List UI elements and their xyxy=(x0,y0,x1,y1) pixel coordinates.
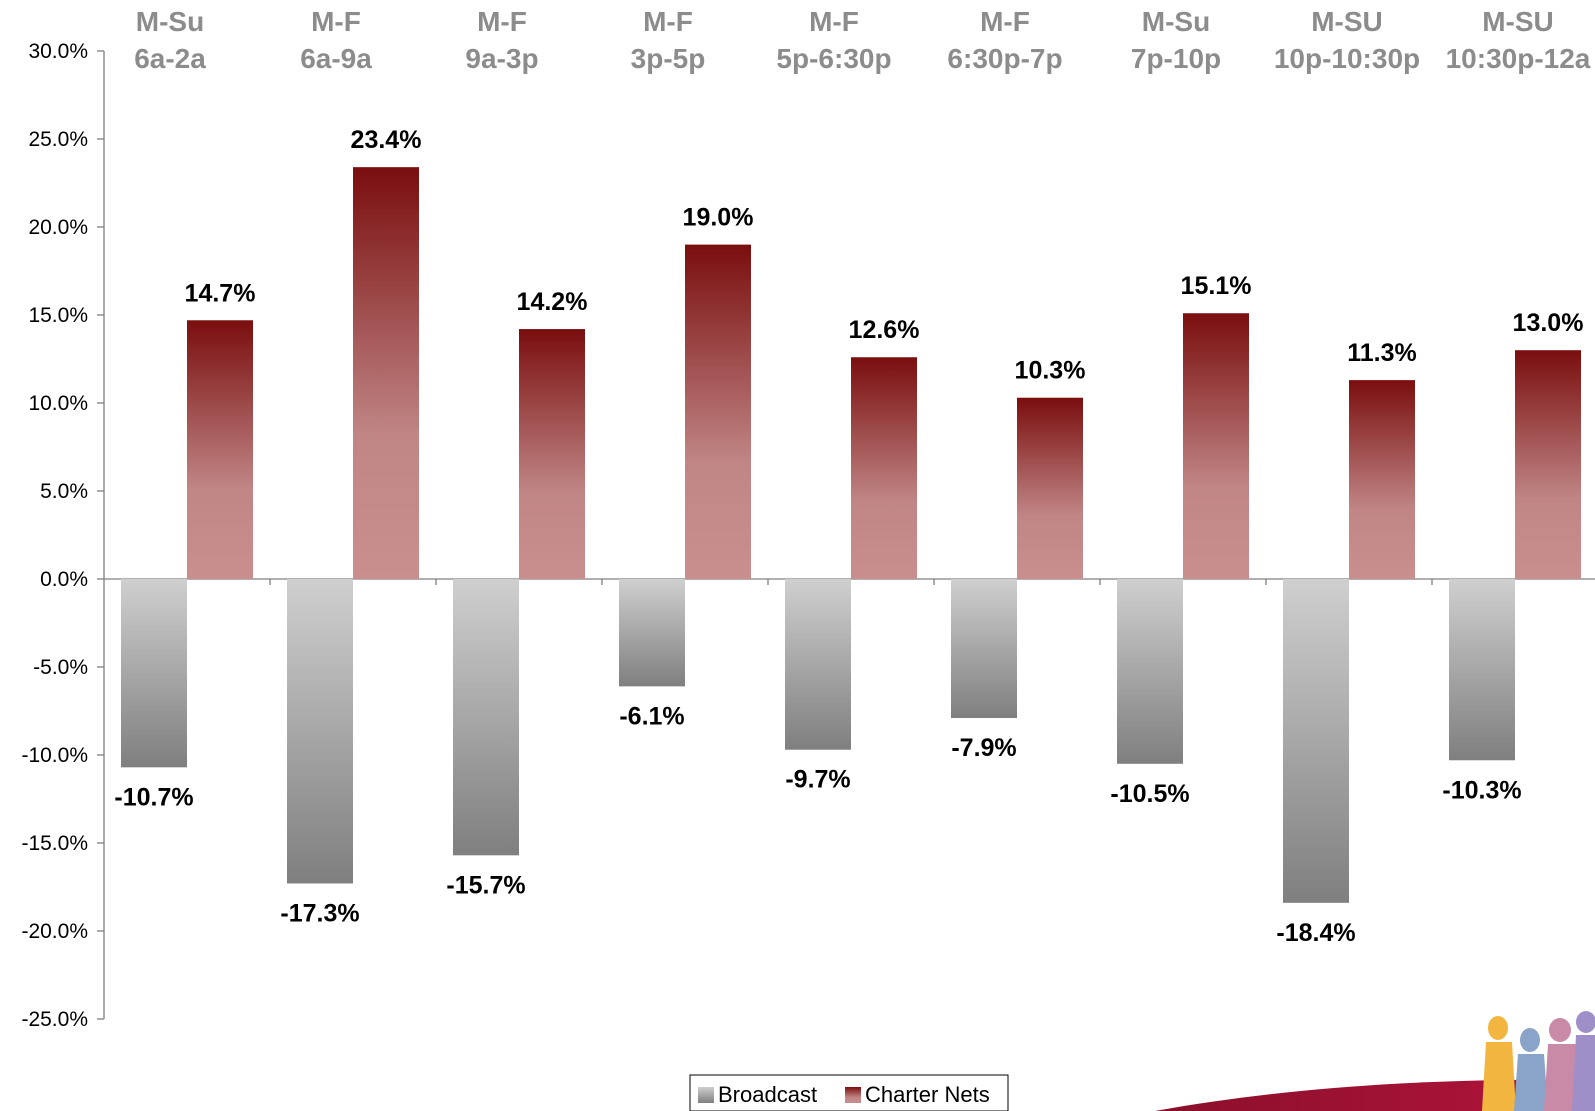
data-label-broadcast: -18.4% xyxy=(1276,919,1355,947)
y-tick-label: -25.0% xyxy=(21,1008,88,1031)
data-label-broadcast: -15.7% xyxy=(446,871,525,899)
bar-broadcast xyxy=(1117,579,1183,764)
category-label-line2: 6a-9a xyxy=(300,43,372,74)
category-label-line2: 10p-10:30p xyxy=(1274,43,1420,74)
data-label-charter-nets: 23.4% xyxy=(351,126,422,154)
bar-broadcast xyxy=(951,579,1017,719)
category-label-line1: M-F xyxy=(809,6,859,37)
category-label-line2: 6:30p-7p xyxy=(947,43,1062,74)
y-tick-label: 30.0% xyxy=(28,40,88,63)
data-label-broadcast: -10.7% xyxy=(114,783,193,811)
bars-layer xyxy=(121,167,1581,903)
bar-charter-nets xyxy=(685,244,751,579)
y-tick-label: 15.0% xyxy=(28,304,88,327)
bar-broadcast xyxy=(1283,579,1349,903)
category-label-line1: M-F xyxy=(643,6,693,37)
y-tick-label: 5.0% xyxy=(40,480,88,503)
y-tick-label: 0.0% xyxy=(40,568,88,591)
bar-broadcast xyxy=(785,579,851,750)
data-label-charter-nets: 13.0% xyxy=(1513,309,1584,337)
y-tick-label: 25.0% xyxy=(28,128,88,151)
legend-swatch-broadcast xyxy=(698,1087,714,1103)
y-tick-label: -5.0% xyxy=(33,656,88,679)
labels-layer: -10.7% 14.7% -17.3% 23.4% -15.7% 14.2% -6.1% 19… xyxy=(114,126,1583,947)
data-label-charter-nets: 11.3% xyxy=(1347,339,1417,367)
bar-charter-nets xyxy=(1515,350,1581,579)
bar-broadcast xyxy=(121,579,187,768)
category-label-line1: M-Su xyxy=(1142,6,1210,37)
data-label-broadcast: -10.3% xyxy=(1442,776,1521,804)
data-label-charter-nets: 19.0% xyxy=(683,204,754,232)
category-label-line1: M-Su xyxy=(136,6,204,37)
data-label-charter-nets: 10.3% xyxy=(1015,357,1086,385)
bar-broadcast xyxy=(1449,579,1515,761)
category-label-line1: M-SU xyxy=(1311,6,1383,37)
data-label-broadcast: -9.7% xyxy=(785,766,850,794)
legend-label-charter-nets: Charter Nets xyxy=(865,1082,990,1107)
y-tick-label: 20.0% xyxy=(28,216,88,239)
data-label-broadcast: -7.9% xyxy=(951,734,1016,762)
bar-charter-nets xyxy=(851,357,917,579)
y-tick-label: 10.0% xyxy=(28,392,88,415)
data-label-charter-nets: 12.6% xyxy=(849,316,920,344)
y-tick-label: -10.0% xyxy=(21,744,88,767)
category-label-line2: 3p-5p xyxy=(631,43,706,74)
legend-label-broadcast: Broadcast xyxy=(718,1082,817,1107)
category-labels: M-Su 6a-2a M-F 6a-9a M-F 9a-3p M-F 3p-5p M-F 5p-6… xyxy=(134,6,1591,74)
bar-broadcast xyxy=(453,579,519,856)
bar-charter-nets xyxy=(353,167,419,579)
data-label-broadcast: -10.5% xyxy=(1110,780,1189,808)
data-label-broadcast: -17.3% xyxy=(280,899,359,927)
brand-swoosh-logo xyxy=(1155,1011,1595,1111)
y-tick-label: -20.0% xyxy=(21,920,88,943)
category-label-line2: 5p-6:30p xyxy=(776,43,891,74)
bar-charter-nets xyxy=(1183,313,1249,579)
legend: Broadcast Charter Nets xyxy=(689,1074,1009,1111)
bar-broadcast xyxy=(619,579,685,687)
category-label-line2: 6a-2a xyxy=(134,43,206,74)
category-label-line2: 10:30p-12a xyxy=(1446,43,1591,74)
category-label-line2: 9a-3p xyxy=(465,43,538,74)
data-label-broadcast: -6.1% xyxy=(619,702,684,730)
bar-charter-nets xyxy=(1349,380,1415,579)
data-label-charter-nets: 15.1% xyxy=(1181,272,1252,300)
bar-charter-nets xyxy=(519,329,585,579)
category-label-line1: M-SU xyxy=(1482,6,1554,37)
bar-charter-nets xyxy=(187,320,253,579)
y-tick-label: -15.0% xyxy=(21,832,88,855)
category-label-line2: 7p-10p xyxy=(1131,43,1221,74)
category-label-line1: M-F xyxy=(980,6,1030,37)
category-label-line1: M-F xyxy=(311,6,361,37)
legend-swatch-charter-nets xyxy=(845,1087,861,1103)
data-label-charter-nets: 14.7% xyxy=(185,279,256,307)
bar-charter-nets xyxy=(1017,397,1083,579)
category-label-line1: M-F xyxy=(477,6,527,37)
bar-broadcast xyxy=(287,579,353,884)
data-label-charter-nets: 14.2% xyxy=(517,288,588,316)
